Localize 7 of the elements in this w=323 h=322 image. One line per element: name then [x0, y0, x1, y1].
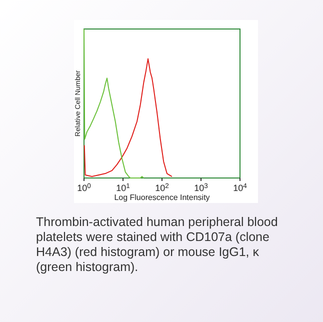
x-tick-label: 10$^{1}$	[116, 182, 130, 193]
x-tick-label: 10$^{0}$	[77, 182, 92, 193]
x-tick-label: 10$^{2}$	[155, 182, 170, 193]
x-tick-label: 10$^{4}$	[233, 182, 248, 193]
x-tick-label: 10$^{3}$	[194, 182, 208, 193]
text: Thrombin-activated human peripheral blood platelets were stained with CD107a (clone H4A3) (red histogram) or mouse IgG1, κ (green histogram).	[36, 215, 278, 274]
x-axis-title: Log Fluorescence Intensity	[114, 193, 210, 202]
